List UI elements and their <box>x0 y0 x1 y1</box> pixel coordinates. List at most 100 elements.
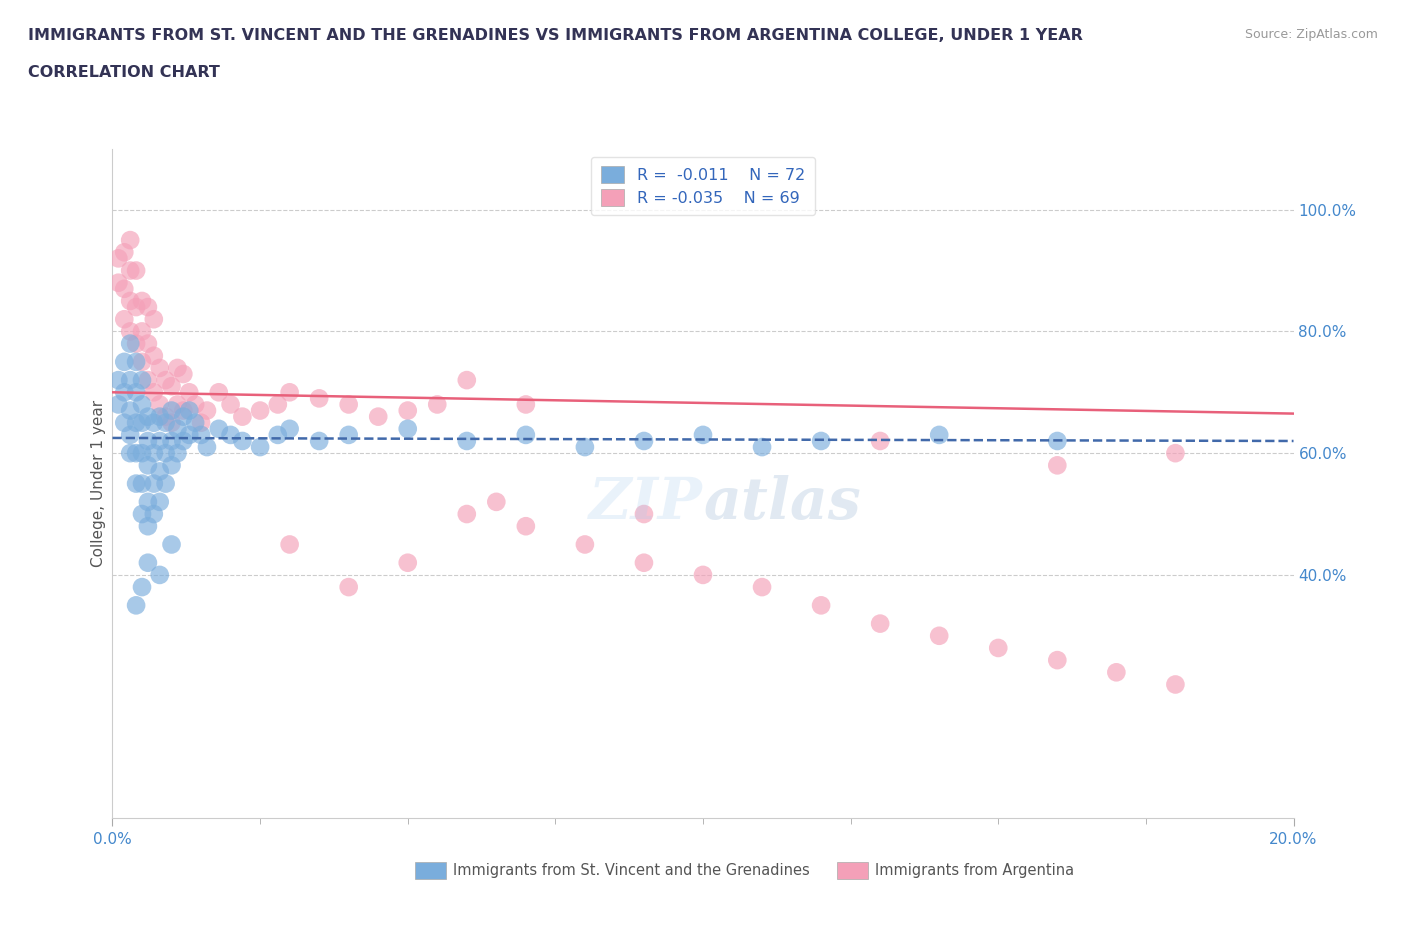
Point <box>574 440 596 455</box>
Point <box>249 440 271 455</box>
Point <box>337 428 360 443</box>
Point <box>1105 665 1128 680</box>
Point <box>515 428 537 443</box>
Point <box>160 458 183 472</box>
Point <box>112 416 135 431</box>
Point <box>278 421 301 436</box>
Point <box>166 361 188 376</box>
Point <box>125 476 148 491</box>
Point <box>810 433 832 448</box>
Point <box>149 567 172 582</box>
Point <box>485 495 508 510</box>
Point <box>136 458 159 472</box>
Point <box>160 379 183 393</box>
Point <box>136 555 159 570</box>
Point <box>179 428 201 443</box>
Point <box>142 385 165 400</box>
Point <box>136 495 159 510</box>
Point <box>131 476 153 491</box>
Point <box>928 428 950 443</box>
Point <box>131 294 153 309</box>
Point <box>172 433 194 448</box>
Point <box>1046 653 1069 668</box>
Text: Immigrants from Argentina: Immigrants from Argentina <box>875 863 1074 878</box>
Point <box>131 397 153 412</box>
Point <box>120 294 142 309</box>
Point <box>172 366 194 381</box>
Text: Source: ZipAtlas.com: Source: ZipAtlas.com <box>1244 28 1378 41</box>
Point <box>125 336 148 351</box>
Point <box>112 282 135 297</box>
Point <box>179 403 201 418</box>
Point <box>120 445 142 460</box>
Point <box>149 361 172 376</box>
Point <box>149 433 172 448</box>
Point <box>172 409 194 424</box>
Point <box>136 519 159 534</box>
Text: CORRELATION CHART: CORRELATION CHART <box>28 65 219 80</box>
Point <box>308 433 330 448</box>
Point <box>633 555 655 570</box>
Point <box>515 397 537 412</box>
Point <box>869 433 891 448</box>
Point <box>131 445 153 460</box>
Point <box>125 263 148 278</box>
Text: ZIP: ZIP <box>589 475 703 532</box>
Point <box>120 324 142 339</box>
Point <box>426 397 449 412</box>
Point <box>149 495 172 510</box>
Point <box>278 537 301 551</box>
Point <box>574 537 596 551</box>
Point <box>195 440 218 455</box>
Point <box>337 579 360 594</box>
Point <box>166 445 188 460</box>
Point <box>987 641 1010 656</box>
Point <box>869 617 891 631</box>
Text: Immigrants from St. Vincent and the Grenadines: Immigrants from St. Vincent and the Gren… <box>453 863 810 878</box>
Point <box>142 445 165 460</box>
Point <box>308 391 330 405</box>
Point <box>112 312 135 326</box>
Point <box>208 385 231 400</box>
Point <box>692 428 714 443</box>
Point <box>125 299 148 314</box>
Point <box>131 324 153 339</box>
Y-axis label: College, Under 1 year: College, Under 1 year <box>90 400 105 567</box>
Point <box>142 507 165 522</box>
Point <box>267 397 290 412</box>
Point <box>120 336 142 351</box>
Point <box>120 232 142 247</box>
Point <box>107 251 129 266</box>
Point <box>120 373 142 388</box>
Point <box>160 416 183 431</box>
Point <box>131 416 153 431</box>
Point <box>249 403 271 418</box>
Point <box>456 433 478 448</box>
Point <box>120 403 142 418</box>
Point <box>136 336 159 351</box>
Point <box>367 409 389 424</box>
Point <box>149 397 172 412</box>
Point <box>515 519 537 534</box>
Point <box>120 428 142 443</box>
Point <box>267 428 290 443</box>
Point <box>107 373 129 388</box>
Point <box>184 416 207 431</box>
Point <box>456 507 478 522</box>
Point <box>155 476 177 491</box>
Point <box>172 403 194 418</box>
Point <box>125 416 148 431</box>
Point <box>107 397 129 412</box>
Point <box>155 409 177 424</box>
Point <box>231 433 253 448</box>
Point <box>160 433 183 448</box>
Point <box>633 507 655 522</box>
Point <box>231 409 253 424</box>
Point <box>155 373 177 388</box>
Point <box>107 275 129 290</box>
Point <box>219 397 242 412</box>
Point <box>166 397 188 412</box>
Point <box>142 476 165 491</box>
Point <box>142 312 165 326</box>
Point <box>125 598 148 613</box>
